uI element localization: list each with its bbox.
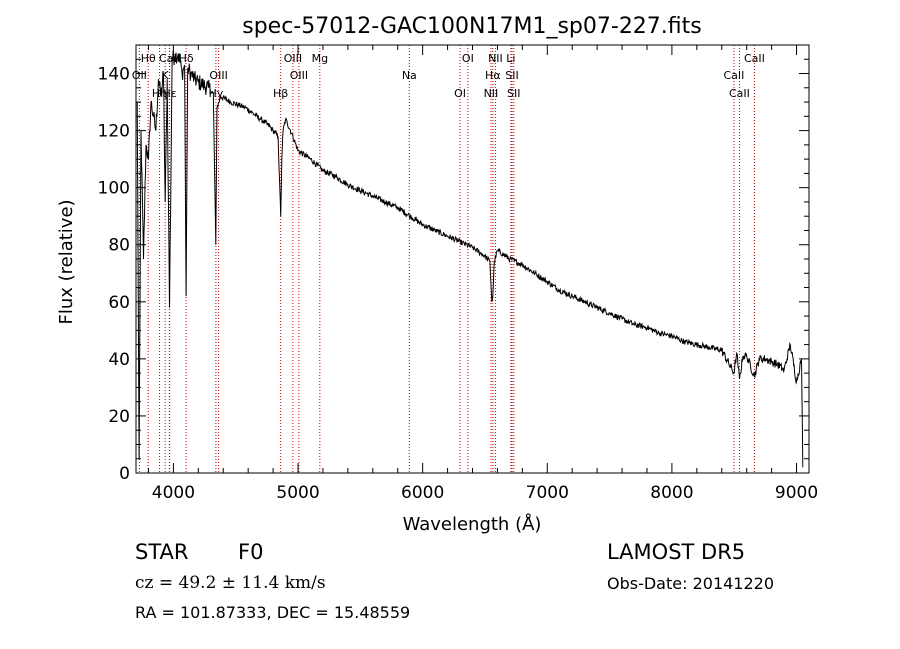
x-tick-label: 4000 bbox=[152, 483, 195, 503]
y-tick-label: 40 bbox=[108, 350, 130, 370]
line-marker-label: Hγ bbox=[208, 87, 223, 100]
chart-title: spec-57012-GAC100N17M1_sp07-227.fits bbox=[242, 14, 702, 39]
spectral-line-labels: HθKHεHδOIIHηCaIIOIIIHγOIIIOIIIHβMgNaOIOI… bbox=[132, 52, 765, 100]
line-marker-label: Hα bbox=[485, 69, 501, 82]
line-marker-label: Hδ bbox=[179, 52, 194, 65]
y-tick-label: 120 bbox=[98, 122, 130, 142]
line-marker-label: Hη bbox=[152, 87, 167, 100]
line-marker-label: SII bbox=[505, 69, 518, 82]
line-marker-label: SII bbox=[507, 87, 520, 100]
x-tick-label: 9000 bbox=[775, 483, 818, 503]
x-axis-ticks: 4000 5000 6000 7000 8000 9000 bbox=[147, 45, 818, 503]
object-class: STAR bbox=[135, 540, 189, 564]
y-tick-label: 20 bbox=[108, 407, 130, 427]
y-tick-label: 100 bbox=[98, 179, 130, 199]
line-marker-label: OIII bbox=[284, 52, 302, 65]
line-marker-label: Hθ bbox=[141, 52, 156, 65]
spectral-line-markers bbox=[138, 45, 755, 473]
y-axis-label: Flux (relative) bbox=[56, 199, 77, 324]
line-marker-label: CaII bbox=[724, 69, 745, 82]
object-subclass: F0 bbox=[238, 540, 264, 564]
spectrum-line bbox=[136, 50, 804, 468]
observation-date: Obs-Date: 20141220 bbox=[607, 574, 775, 593]
line-marker-label: OI bbox=[454, 87, 466, 100]
survey-name: LAMOST DR5 bbox=[607, 540, 746, 564]
spectrum-chart: spec-57012-GAC100N17M1_sp07-227.fits Hθ K… bbox=[56, 14, 818, 535]
y-tick-label: 140 bbox=[98, 65, 130, 85]
x-tick-label: 7000 bbox=[526, 483, 569, 503]
x-tick-label: 6000 bbox=[401, 483, 444, 503]
y-axis-ticks: 0 20 40 60 80 100 120 140 bbox=[98, 44, 809, 484]
ra-dec-coords: RA = 101.87333, DEC = 15.48559 bbox=[135, 603, 411, 622]
x-tick-label: 8000 bbox=[650, 483, 693, 503]
line-marker-label: OIII bbox=[290, 69, 308, 82]
line-marker-label: OII bbox=[132, 69, 147, 82]
line-marker-label: Na bbox=[402, 69, 417, 82]
line-marker-label: NII bbox=[488, 52, 503, 65]
plot-frame bbox=[135, 44, 810, 474]
redshift-cz: cz = 49.2 ± 11.4 km/s bbox=[135, 573, 326, 593]
line-marker-label: Hβ bbox=[273, 87, 288, 100]
y-tick-label: 0 bbox=[119, 464, 130, 484]
line-marker-label: Li bbox=[506, 52, 515, 65]
line-marker-label: CaII bbox=[744, 52, 765, 65]
line-marker-label: OI bbox=[462, 52, 474, 65]
line-marker-label: Hε bbox=[163, 87, 177, 100]
y-tick-label: 80 bbox=[108, 236, 130, 256]
line-marker-label: K bbox=[162, 69, 170, 82]
line-marker-label: Mg bbox=[312, 52, 328, 65]
line-marker-label: OIII bbox=[209, 69, 227, 82]
x-tick-label: 5000 bbox=[276, 483, 319, 503]
x-axis-label: Wavelength (Å) bbox=[403, 513, 542, 535]
line-marker-label: CaII bbox=[729, 87, 750, 100]
y-tick-label: 60 bbox=[108, 293, 130, 313]
line-marker-label: NII bbox=[484, 87, 499, 100]
